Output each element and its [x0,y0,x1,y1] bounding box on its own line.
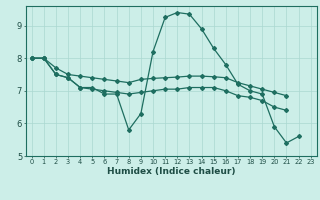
X-axis label: Humidex (Indice chaleur): Humidex (Indice chaleur) [107,167,236,176]
